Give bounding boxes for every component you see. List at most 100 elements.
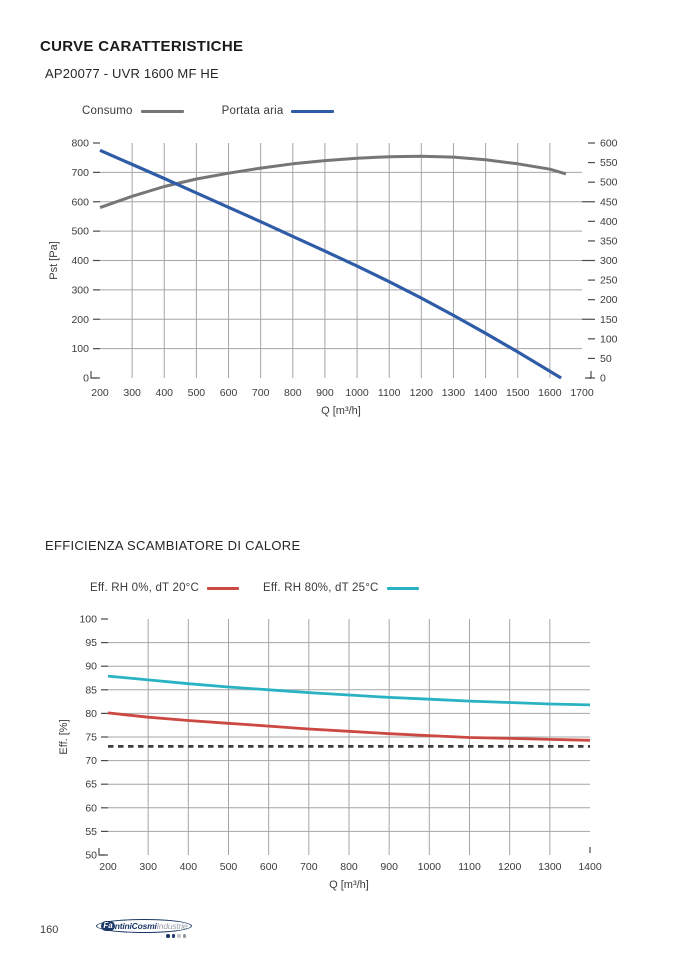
y-axis-title: Pst [Pa] bbox=[48, 241, 60, 280]
legend-item-portata-aria: Portata aria bbox=[222, 105, 335, 117]
svg-text:80: 80 bbox=[85, 708, 97, 720]
legend-swatch-consumo bbox=[140, 109, 184, 113]
legend-item-eff-rh80: Eff. RH 80%, dT 25°C bbox=[263, 582, 419, 594]
logo-dots bbox=[166, 934, 187, 938]
heat-exchanger-efficiency-chart: 200 300 400 500 600 700 800 900 1000 1100 1200 1300… bbox=[30, 605, 650, 895]
svg-text:600: 600 bbox=[71, 196, 89, 208]
logo-text-main: ntiniCosmi bbox=[114, 921, 157, 931]
svg-text:250: 250 bbox=[600, 275, 618, 287]
logo-dot bbox=[171, 934, 176, 938]
svg-text:900: 900 bbox=[380, 861, 398, 873]
axis-ticks bbox=[98, 618, 591, 856]
model-subtitle: AP20077 - UVR 1600 MF HE bbox=[45, 66, 219, 81]
svg-text:100: 100 bbox=[600, 333, 618, 345]
series-group bbox=[107, 674, 591, 748]
svg-text:550: 550 bbox=[600, 157, 618, 169]
svg-text:400: 400 bbox=[600, 216, 618, 228]
legend-label-consumo: Consumo bbox=[82, 105, 133, 117]
left-corner-mark bbox=[98, 848, 105, 856]
svg-text:0: 0 bbox=[600, 373, 606, 385]
svg-text:1100: 1100 bbox=[378, 387, 401, 399]
y-axis-title: Eff. [%] bbox=[58, 719, 70, 754]
svg-text:1000: 1000 bbox=[418, 861, 442, 873]
svg-text:1200: 1200 bbox=[498, 861, 522, 873]
series-portata-aria bbox=[99, 148, 562, 380]
svg-text:300: 300 bbox=[600, 255, 618, 267]
legend-item-consumo: Consumo bbox=[82, 105, 184, 117]
svg-text:65: 65 bbox=[85, 779, 97, 791]
svg-text:800: 800 bbox=[71, 138, 89, 150]
axis-ticks bbox=[90, 142, 595, 379]
svg-text:400: 400 bbox=[156, 387, 174, 399]
logo-dot bbox=[182, 934, 187, 938]
svg-text:1100: 1100 bbox=[458, 861, 481, 873]
page-number: 160 bbox=[40, 924, 59, 936]
logo-fa-badge: Fa bbox=[101, 921, 115, 931]
legend-swatch-eff-rh80 bbox=[386, 586, 419, 590]
svg-text:55: 55 bbox=[85, 826, 97, 838]
svg-text:1600: 1600 bbox=[538, 387, 562, 399]
legend-swatch-eff-rh0 bbox=[206, 586, 239, 590]
svg-text:600: 600 bbox=[600, 138, 618, 150]
svg-text:500: 500 bbox=[600, 177, 618, 189]
right-corner-mark bbox=[585, 371, 592, 379]
svg-text:400: 400 bbox=[180, 861, 198, 873]
fantini-cosmi-logo: Fa ntiniCosmi Industrie bbox=[96, 919, 193, 938]
svg-text:200: 200 bbox=[91, 387, 109, 399]
series-eff-rh-0-dt-20 bbox=[107, 711, 591, 742]
svg-text:75: 75 bbox=[85, 732, 97, 744]
svg-text:200: 200 bbox=[71, 314, 89, 326]
svg-text:50: 50 bbox=[85, 850, 97, 862]
logo-ellipse bbox=[96, 919, 193, 933]
axis-labels: 200 300 400 500 600 700 800 900 1000 1100 1200 1300… bbox=[58, 614, 602, 892]
svg-text:400: 400 bbox=[71, 255, 89, 267]
svg-text:500: 500 bbox=[71, 226, 89, 238]
svg-text:700: 700 bbox=[252, 387, 270, 399]
page-footer: 160 Fa ntiniCosmi Industrie bbox=[40, 919, 193, 938]
logo-dot bbox=[166, 934, 170, 938]
gridlines bbox=[100, 143, 582, 378]
svg-text:100: 100 bbox=[71, 343, 89, 355]
heat-exchanger-efficiency-chart-svg: 200 300 400 500 600 700 800 900 1000 1100 1200 1300… bbox=[58, 614, 602, 892]
series-group bbox=[99, 148, 567, 380]
logo-wordmark: Fa ntiniCosmi Industrie bbox=[96, 919, 193, 933]
svg-text:85: 85 bbox=[85, 684, 97, 696]
svg-text:800: 800 bbox=[284, 387, 302, 399]
svg-text:700: 700 bbox=[300, 861, 318, 873]
svg-text:300: 300 bbox=[123, 387, 141, 399]
svg-text:1700: 1700 bbox=[570, 387, 594, 399]
svg-text:800: 800 bbox=[340, 861, 358, 873]
svg-text:200: 200 bbox=[99, 861, 117, 873]
svg-text:700: 700 bbox=[71, 167, 89, 179]
x-axis-title: Q [m³/h] bbox=[329, 879, 369, 891]
svg-text:1200: 1200 bbox=[410, 387, 434, 399]
svg-text:600: 600 bbox=[220, 387, 238, 399]
legend-item-eff-rh0: Eff. RH 0%, dT 20°C bbox=[90, 582, 239, 594]
axis-labels: 200 300 400 500 600 700 800 900 1000 1100 1200 1300… bbox=[48, 138, 618, 418]
svg-text:600: 600 bbox=[260, 861, 278, 873]
svg-text:60: 60 bbox=[85, 802, 97, 814]
svg-text:1500: 1500 bbox=[506, 387, 530, 399]
svg-text:90: 90 bbox=[85, 661, 97, 673]
efficiency-chart-legend: Eff. RH 0%, dT 20°C Eff. RH 80%, dT 25°C bbox=[90, 582, 419, 594]
svg-text:100: 100 bbox=[79, 614, 97, 626]
left-corner-mark bbox=[90, 371, 97, 379]
svg-text:500: 500 bbox=[220, 861, 238, 873]
fan-performance-chart-svg: 200 300 400 500 600 700 800 900 1000 1100 1200 1300… bbox=[48, 138, 618, 418]
svg-text:500: 500 bbox=[188, 387, 206, 399]
svg-text:1400: 1400 bbox=[578, 861, 602, 873]
svg-text:300: 300 bbox=[71, 284, 89, 296]
section-title-efficiency: EFFICIENZA SCAMBIATORE DI CALORE bbox=[45, 538, 301, 553]
page-title: CURVE CARATTERISTICHE bbox=[40, 38, 244, 55]
svg-text:1300: 1300 bbox=[538, 861, 562, 873]
fan-chart-legend: Consumo Portata aria bbox=[82, 105, 335, 117]
x-axis-title: Q [m³/h] bbox=[321, 405, 361, 417]
svg-text:70: 70 bbox=[85, 755, 97, 767]
svg-text:1400: 1400 bbox=[474, 387, 498, 399]
logo-text-suffix: Industrie bbox=[156, 921, 188, 931]
svg-text:350: 350 bbox=[600, 235, 618, 247]
svg-text:1000: 1000 bbox=[345, 387, 369, 399]
legend-label-portata-aria: Portata aria bbox=[221, 105, 284, 117]
logo-dot bbox=[177, 934, 181, 938]
